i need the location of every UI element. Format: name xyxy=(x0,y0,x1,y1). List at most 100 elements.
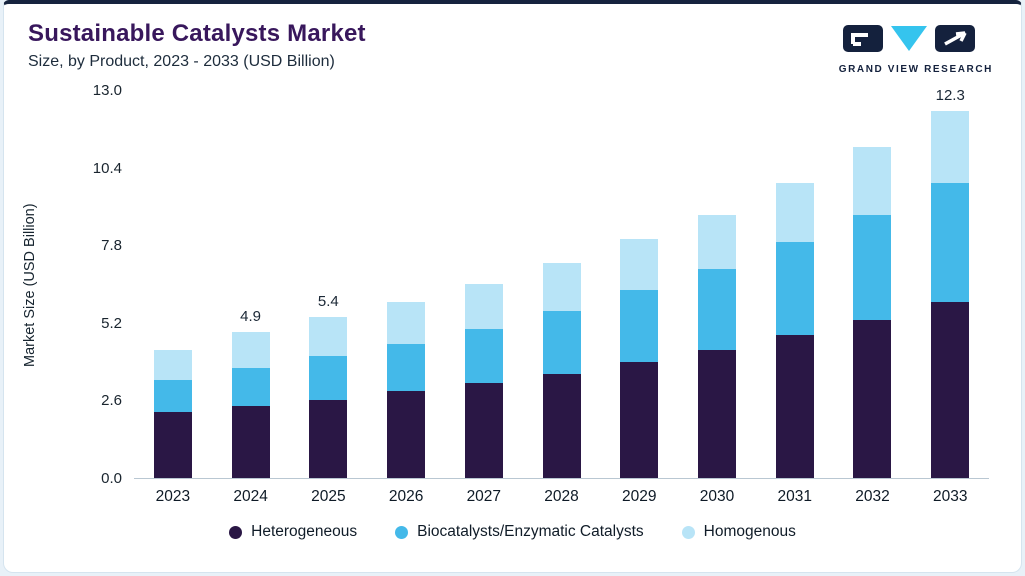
x-tick-label: 2026 xyxy=(388,488,424,505)
bar-segment xyxy=(775,182,814,243)
bar-segment xyxy=(698,269,736,350)
bar-segment xyxy=(309,400,348,478)
header: Sustainable Catalysts Market Size, by Pr… xyxy=(4,4,1021,75)
bar-segment xyxy=(542,310,581,374)
bar-segment xyxy=(931,110,970,183)
chart-area: Market Size (USD Billion) 0.0 2.6 5.2 7.8 10… xyxy=(22,82,989,506)
legend-swatch xyxy=(229,525,243,539)
x-tick-label: 2023 xyxy=(155,488,191,505)
y-tick-label: 13.0 xyxy=(92,82,122,99)
bar-segment xyxy=(231,367,270,407)
legend-item: Homogenous xyxy=(681,523,796,541)
bar-segment xyxy=(931,301,970,478)
y-tick-label: 0.0 xyxy=(101,470,122,487)
bar-stack xyxy=(931,110,970,478)
bar-group xyxy=(134,91,212,478)
legend-label: Homogenous xyxy=(703,523,796,540)
bar-segment xyxy=(853,215,892,320)
x-tick-label: 2024 xyxy=(233,488,268,505)
bar-segment xyxy=(309,355,348,401)
bar-stack xyxy=(309,316,348,478)
bar-segment xyxy=(464,382,503,478)
x-tick-label: 2029 xyxy=(622,488,657,505)
x-tick-label: 2032 xyxy=(855,488,890,505)
bar-group: 4.9 xyxy=(212,91,290,478)
bar-segment xyxy=(853,146,892,216)
title-block: Sustainable Catalysts Market Size, by Pr… xyxy=(28,20,366,71)
brand-name: GRAND VIEW RESEARCH xyxy=(838,64,993,75)
bar-stack xyxy=(853,146,892,478)
bar-group xyxy=(523,91,601,478)
bar-group xyxy=(756,91,834,478)
y-tick-label: 7.8 xyxy=(101,237,122,255)
legend-item: Biocatalysts/Enzymatic Catalysts xyxy=(395,523,644,541)
y-tick-label: 2.6 xyxy=(101,392,122,410)
bar-total-label: 4.9 xyxy=(240,307,262,325)
bar-total-label: 12.3 xyxy=(935,86,965,104)
legend: Heterogeneous Biocatalysts/Enzymatic Cata… xyxy=(4,523,1021,541)
bar-total-label: 5.4 xyxy=(317,292,339,310)
bar-group xyxy=(834,91,912,478)
y-ticks: 0.0 2.6 5.2 7.8 10.4 13.0 xyxy=(38,82,134,487)
bar-segment xyxy=(387,301,426,344)
bar-segment xyxy=(542,373,581,478)
y-tick-label: 10.4 xyxy=(92,159,122,177)
bar-segment xyxy=(387,343,426,392)
page-title: Sustainable Catalysts Market xyxy=(28,20,366,47)
plot-column: 4.9 5.4 12.3 2023 2024 2025 2026 2027 2028 2029 2… xyxy=(134,87,989,506)
bar-group xyxy=(367,91,445,478)
bar-segment xyxy=(309,316,348,356)
plot-area: 4.9 5.4 12.3 xyxy=(134,87,989,479)
bar-segment xyxy=(620,361,659,478)
bar-group: 12.3 xyxy=(911,87,989,478)
legend-swatch xyxy=(681,525,695,539)
bar-group: 5.4 xyxy=(289,91,367,478)
bar-segment xyxy=(931,182,970,302)
gvr-logo-icon xyxy=(842,25,975,52)
x-axis-labels: 2023 2024 2025 2026 2027 2028 2029 2030 2031 2032… xyxy=(134,488,989,506)
x-tick-label: 2030 xyxy=(699,488,735,505)
bar-group xyxy=(678,91,756,478)
bar-segment xyxy=(853,319,892,478)
bar-segment xyxy=(231,331,270,368)
x-tick-label: 2025 xyxy=(311,488,346,505)
bar-stack xyxy=(153,349,192,478)
bar-stack xyxy=(775,182,814,478)
legend-swatch xyxy=(395,525,409,539)
chart-card: Sustainable Catalysts Market Size, by Pr… xyxy=(3,0,1022,573)
bar-stack xyxy=(542,263,581,478)
bar-columns: 4.9 5.4 12.3 xyxy=(134,87,989,478)
bar-segment xyxy=(620,289,659,362)
bar-stack xyxy=(464,284,503,478)
bar-segment xyxy=(775,242,814,335)
x-tick-label: 2027 xyxy=(466,488,502,505)
legend-label: Heterogeneous xyxy=(251,523,358,540)
y-axis-title: Market Size (USD Billion) xyxy=(22,203,38,367)
bar-segment xyxy=(153,412,192,478)
x-tick-label: 2031 xyxy=(777,488,812,505)
x-tick-label: 2033 xyxy=(932,488,968,505)
bar-segment xyxy=(464,328,503,383)
bar-stack xyxy=(231,331,270,478)
bar-segment xyxy=(153,379,192,413)
bar-segment xyxy=(698,349,736,478)
bar-segment xyxy=(231,406,270,478)
bar-segment xyxy=(387,391,426,478)
bar-group xyxy=(600,91,678,478)
bar-segment xyxy=(698,215,736,270)
bar-stack xyxy=(620,239,659,478)
brand-logo: GRAND VIEW RESEARCH xyxy=(839,20,993,75)
page-subtitle: Size, by Product, 2023 - 2033 (USD Billi… xyxy=(28,53,335,70)
bar-stack xyxy=(698,215,736,478)
bar-group xyxy=(445,91,523,478)
bar-segment xyxy=(153,349,192,380)
bar-segment xyxy=(542,263,581,311)
y-axis: Market Size (USD Billion) 0.0 2.6 5.2 7.8 10… xyxy=(22,82,134,487)
bar-segment xyxy=(775,334,814,478)
bar-segment xyxy=(464,284,503,329)
x-tick-label: 2028 xyxy=(544,488,579,505)
bar-segment xyxy=(620,239,659,290)
legend-label: Biocatalysts/Enzymatic Catalysts xyxy=(417,523,644,540)
bar-stack xyxy=(387,301,426,478)
y-tick-label: 5.2 xyxy=(101,314,122,332)
